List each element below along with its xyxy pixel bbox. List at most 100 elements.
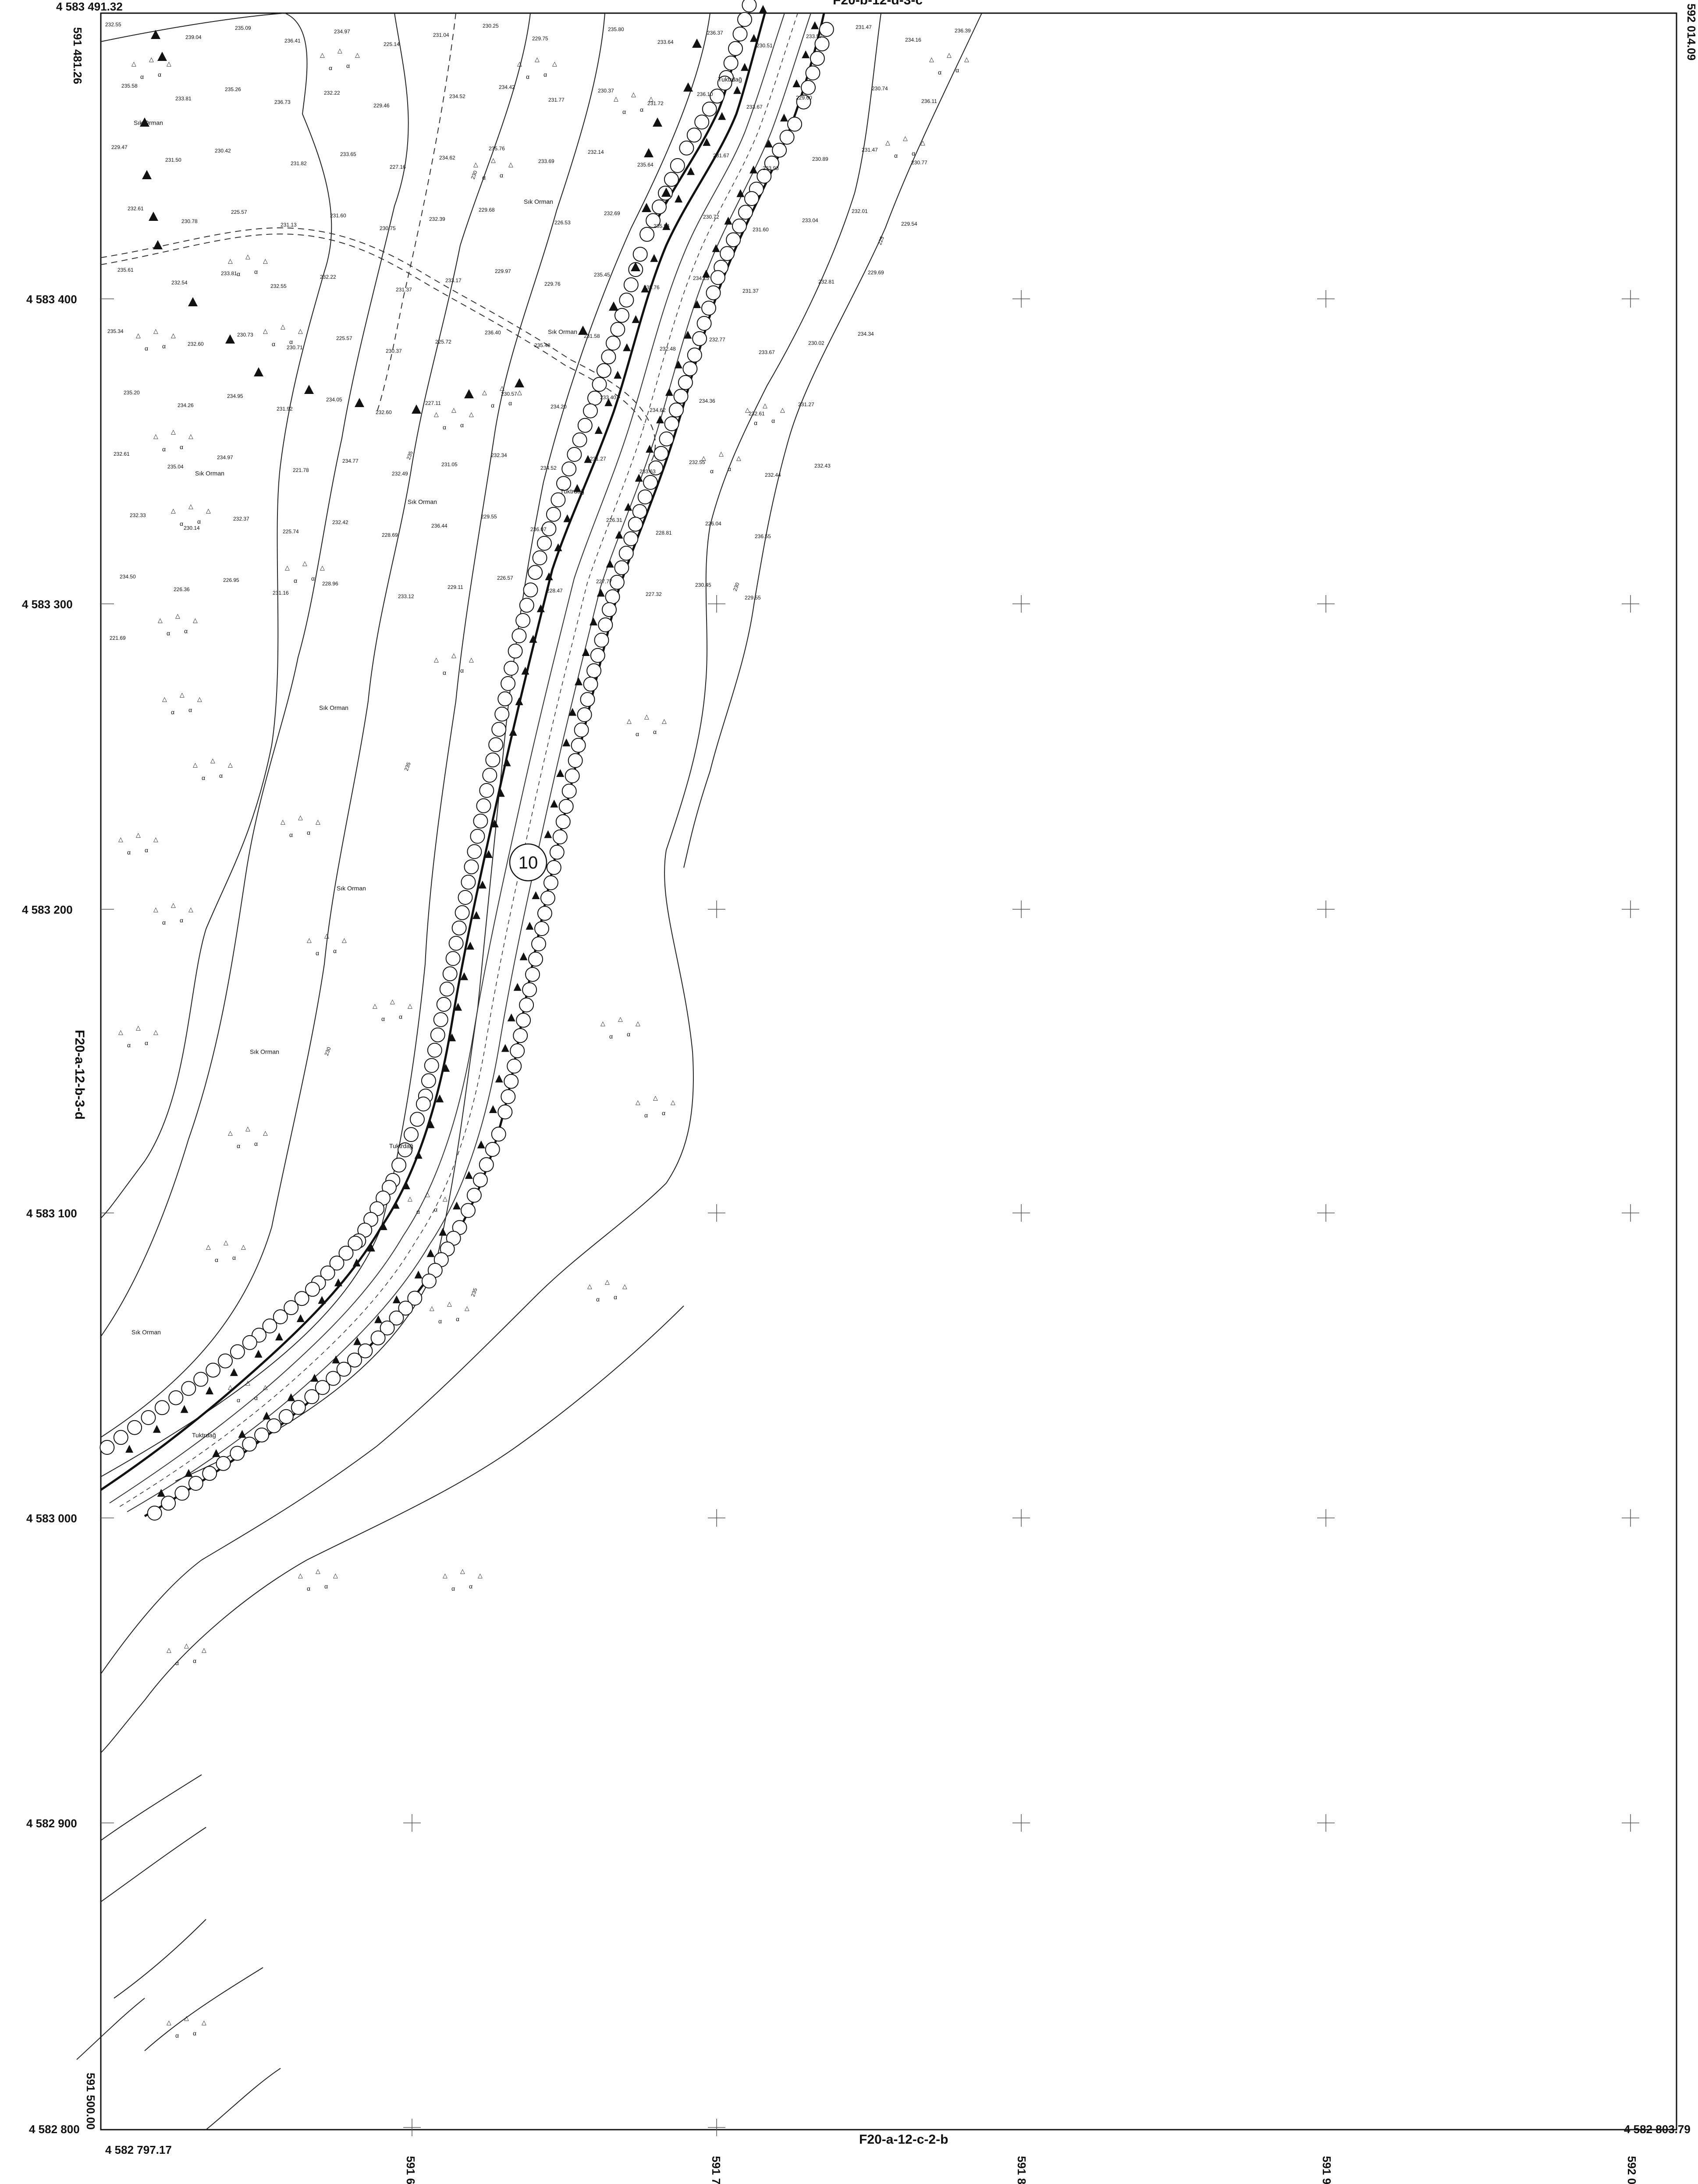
tree-symbol bbox=[619, 292, 634, 308]
dyke-triangle bbox=[206, 1386, 214, 1394]
contour-index-label: 225 bbox=[877, 235, 885, 246]
dyke-triangle bbox=[464, 389, 474, 398]
spot-height: 235.48 bbox=[534, 342, 551, 348]
spot-height: 230.57 bbox=[501, 391, 517, 397]
spot-height: 234.26 bbox=[178, 402, 194, 408]
vegetation-glyph: △ bbox=[587, 1283, 592, 1290]
tree-symbol bbox=[801, 80, 816, 95]
tree-symbol bbox=[610, 322, 625, 337]
vegetation-glyph: △ bbox=[228, 1383, 233, 1390]
tree-symbol bbox=[404, 1127, 419, 1142]
vegetation-glyph: △ bbox=[263, 257, 268, 264]
tree-symbol bbox=[583, 677, 598, 692]
road-lane-line bbox=[109, 13, 785, 1503]
vegetation-glyph: α bbox=[416, 1208, 420, 1215]
tree-symbol bbox=[242, 1335, 257, 1350]
vegetation-glyph: △ bbox=[920, 139, 925, 146]
dyke-triangle bbox=[568, 708, 577, 716]
dyke-triangle bbox=[687, 167, 695, 175]
tree-symbol bbox=[682, 361, 698, 376]
dyke-triangle bbox=[556, 769, 565, 777]
road-edge-right bbox=[144, 13, 825, 1517]
forest-label: Sık Orman bbox=[131, 1329, 161, 1336]
tree-symbol bbox=[491, 722, 507, 737]
tree-symbol bbox=[442, 966, 458, 982]
tree-symbol bbox=[320, 1266, 335, 1280]
tree-symbol bbox=[528, 951, 543, 967]
vegetation-glyph: △ bbox=[618, 1015, 623, 1022]
tree-symbol bbox=[546, 860, 561, 875]
spot-height: 232.48 bbox=[660, 346, 676, 352]
dyke-triangle bbox=[230, 1368, 238, 1376]
vegetation-glyph: △ bbox=[745, 406, 750, 413]
dyke-triangle bbox=[442, 1064, 450, 1072]
tree-symbol bbox=[370, 1330, 386, 1346]
vegetation-glyph: △ bbox=[175, 612, 180, 619]
tree-symbol bbox=[552, 829, 568, 844]
dyke-triangle bbox=[631, 262, 640, 271]
vegetation-glyph: α bbox=[307, 829, 310, 836]
vegetation-glyph: △ bbox=[337, 47, 342, 54]
tree-symbol bbox=[819, 22, 834, 37]
spot-height: 236.40 bbox=[485, 330, 501, 336]
corner-northing-bottom-left-extra: 4 582 797.17 bbox=[105, 2143, 172, 2156]
spot-height: 228.81 bbox=[656, 530, 672, 536]
contour-line bbox=[100, 13, 531, 1438]
tree-symbol bbox=[744, 191, 759, 206]
spot-height: 231.67 bbox=[713, 152, 729, 159]
dyke-triangle bbox=[646, 445, 654, 453]
vegetation-glyph: △ bbox=[903, 135, 908, 142]
contour-line bbox=[100, 13, 409, 1337]
vegetation-glyph: △ bbox=[482, 389, 487, 396]
spot-height: 230.37 bbox=[386, 348, 402, 354]
spot-height: 231.47 bbox=[862, 147, 878, 153]
spot-height: 239.04 bbox=[185, 34, 202, 40]
dyke-triangle bbox=[287, 1393, 295, 1401]
dyke-triangle bbox=[374, 1315, 382, 1323]
tree-symbol bbox=[305, 1282, 320, 1297]
dyke-triangle bbox=[478, 880, 487, 889]
spot-height: 232.33 bbox=[130, 512, 146, 518]
tree-symbol bbox=[154, 1400, 170, 1415]
tree-symbol bbox=[448, 936, 464, 951]
dyke-triangle bbox=[519, 952, 528, 961]
spot-height: 225.57 bbox=[336, 335, 352, 341]
tree-symbol bbox=[389, 1310, 404, 1326]
dyke-triangle bbox=[490, 819, 499, 828]
dyke-triangle bbox=[275, 1332, 283, 1340]
vegetation-glyph: △ bbox=[193, 761, 198, 768]
tree-symbol bbox=[546, 507, 561, 522]
tree-symbol bbox=[436, 997, 451, 1012]
vegetation-glyph: △ bbox=[188, 906, 193, 913]
vegetation-glyph: α bbox=[188, 706, 192, 713]
tree-symbol bbox=[380, 1320, 395, 1336]
dyke-triangle bbox=[484, 850, 493, 858]
dyke-triangle bbox=[606, 560, 614, 568]
vegetation-glyph: △ bbox=[162, 695, 167, 702]
tree-symbol bbox=[577, 418, 593, 433]
contour-index-label: 235 bbox=[470, 1287, 479, 1298]
spot-height: 235.26 bbox=[225, 86, 241, 92]
vegetation-glyph: α bbox=[145, 847, 148, 854]
vegetation-glyph: α bbox=[329, 64, 332, 71]
spot-height: 236.11 bbox=[921, 98, 937, 104]
vegetation-glyph: △ bbox=[473, 161, 478, 168]
vegetation-glyph: △ bbox=[167, 60, 171, 67]
vegetation-glyph: △ bbox=[171, 428, 176, 435]
dyke-triangle bbox=[635, 474, 643, 482]
vegetation-glyph: △ bbox=[465, 1305, 469, 1312]
tree-symbol bbox=[358, 1343, 373, 1358]
vegetation-glyph: △ bbox=[118, 1028, 123, 1035]
dyke-triangle bbox=[412, 404, 421, 414]
tree-symbol bbox=[643, 475, 658, 490]
vegetation-glyph: △ bbox=[736, 454, 741, 461]
tree-symbol bbox=[673, 389, 689, 404]
spot-height: 234.42 bbox=[499, 84, 515, 90]
dyke-triangle bbox=[623, 343, 631, 351]
dyke-triangle bbox=[780, 113, 788, 122]
dyke-triangle bbox=[521, 667, 529, 675]
vegetation-glyph: △ bbox=[302, 560, 307, 567]
vegetation-glyph: △ bbox=[153, 327, 158, 334]
vegetation-glyph: α bbox=[640, 106, 643, 113]
spot-heights: 232.55 239.04 235.09 236.41 234.97 225.14 231.… bbox=[105, 21, 971, 641]
